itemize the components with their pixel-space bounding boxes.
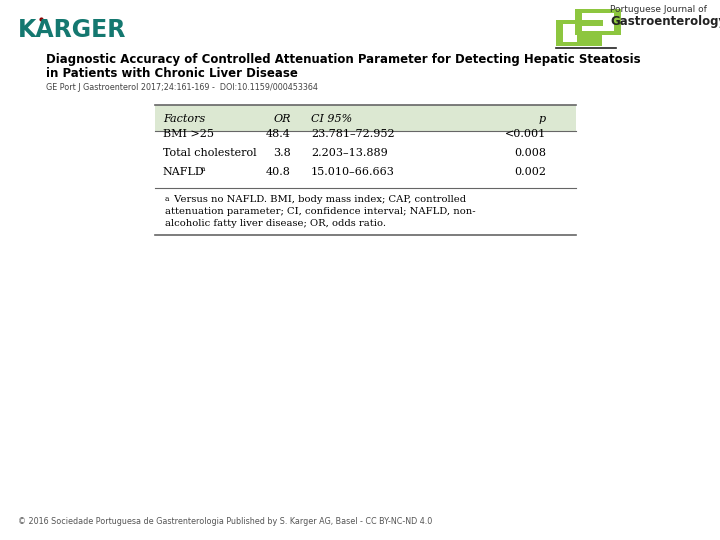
Text: 40.8: 40.8	[266, 167, 291, 177]
Bar	[155, 105, 576, 131]
Text: Diagnostic Accuracy of Controlled Attenuation Parameter for Detecting Hepatic St: Diagnostic Accuracy of Controlled Attenu…	[46, 53, 641, 66]
Text: GE Port J Gastroenterol 2017;24:161-169 -  DOI:10.1159/000453364: GE Port J Gastroenterol 2017;24:161-169 …	[46, 83, 318, 92]
Bar	[582, 13, 614, 31]
Text: a: a	[201, 165, 205, 173]
Text: 23.781–72.952: 23.781–72.952	[311, 129, 395, 139]
Text: 15.010–66.663: 15.010–66.663	[311, 167, 395, 177]
Text: 0.002: 0.002	[514, 167, 546, 177]
Text: Portuguese Journal of: Portuguese Journal of	[610, 5, 707, 14]
Text: CI 95%: CI 95%	[311, 114, 352, 124]
Text: 3.8: 3.8	[273, 148, 291, 158]
Bar	[577, 35, 595, 42]
Text: Factors: Factors	[163, 114, 205, 124]
Bar	[575, 9, 621, 35]
Text: p: p	[539, 114, 546, 124]
Text: Gastroenterology: Gastroenterology	[610, 15, 720, 28]
Text: KARGER: KARGER	[18, 18, 127, 42]
Bar	[556, 20, 602, 46]
Text: alcoholic fatty liver disease; OR, odds ratio.: alcoholic fatty liver disease; OR, odds …	[165, 219, 386, 228]
Text: Versus no NAFLD. BMI, body mass index; CAP, controlled: Versus no NAFLD. BMI, body mass index; C…	[171, 195, 466, 204]
Text: 48.4: 48.4	[266, 129, 291, 139]
Text: in Patients with Chronic Liver Disease: in Patients with Chronic Liver Disease	[46, 67, 298, 80]
Text: BMI >25: BMI >25	[163, 129, 214, 139]
Text: © 2016 Sociedade Portuguesa de Gastrenterologia Published by S. Karger AG, Basel: © 2016 Sociedade Portuguesa de Gastrente…	[18, 517, 432, 526]
Text: a: a	[165, 195, 169, 203]
Text: NAFLD: NAFLD	[163, 167, 204, 177]
Bar	[582, 21, 603, 26]
Text: 2.203–13.889: 2.203–13.889	[311, 148, 387, 158]
Text: Total cholesterol: Total cholesterol	[163, 148, 256, 158]
Text: OR: OR	[274, 114, 291, 124]
Text: <0.001: <0.001	[505, 129, 546, 139]
Text: 0.008: 0.008	[514, 148, 546, 158]
Bar	[563, 24, 595, 42]
Text: attenuation parameter; CI, confidence interval; NAFLD, non-: attenuation parameter; CI, confidence in…	[165, 207, 475, 216]
